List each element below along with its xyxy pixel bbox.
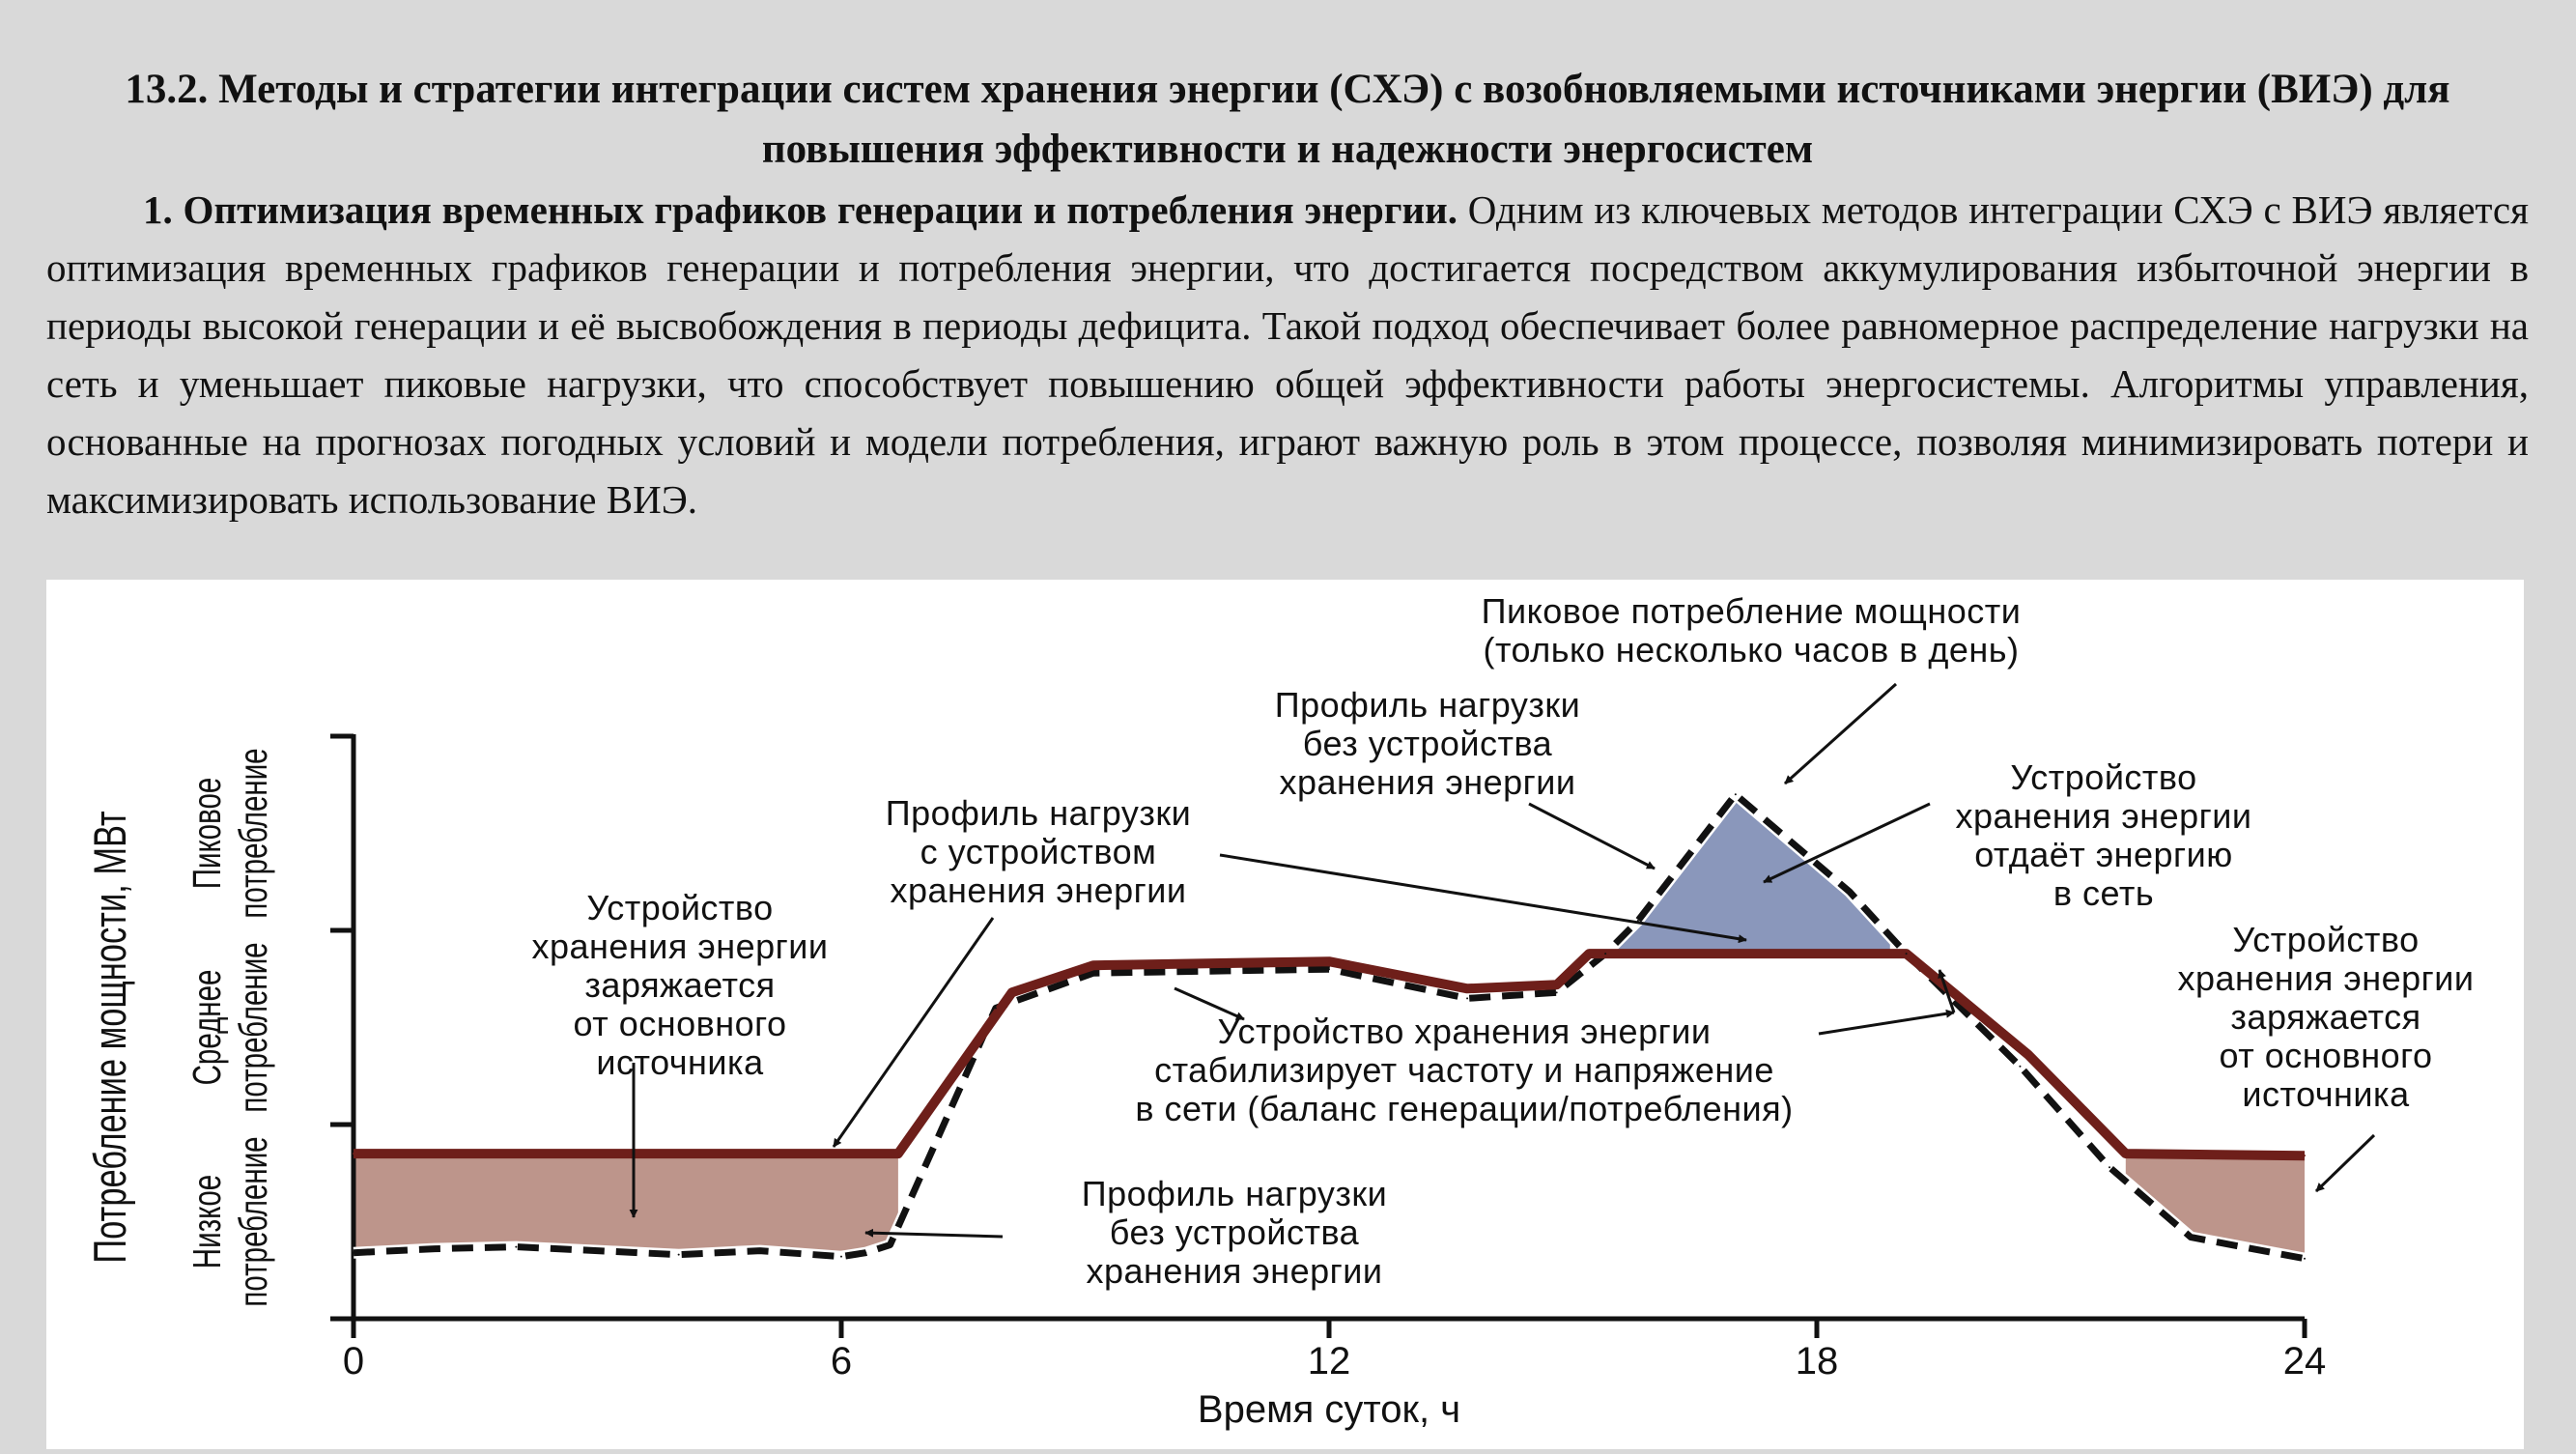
with-storage-point	[1466, 987, 1469, 990]
x-tick-label: 6	[831, 1340, 852, 1383]
without-storage-point	[864, 1251, 867, 1254]
x-tick-label: 18	[1796, 1340, 1839, 1383]
y-axis-label: Потребление мощности, МВт	[85, 811, 135, 1263]
series-layer	[353, 788, 2307, 1265]
figure-panel: 0 6 12 18 24 Время суток, ч Потребление мощнос…	[46, 580, 2524, 1449]
annotation-with-storage: с устройством	[920, 832, 1157, 871]
annotation-charge-left: заряжается	[584, 965, 775, 1005]
annotation-charge-right: хранения энергии	[2177, 958, 2474, 998]
without-storage-point	[1555, 991, 1558, 994]
with-storage-arrow	[1219, 853, 1747, 944]
without-storage-point	[434, 1247, 437, 1250]
with-storage-point	[353, 1153, 354, 1155]
section-heading: 13.2. Методы и стратегии интеграции сист…	[125, 67, 2450, 172]
x-tick-label: 24	[2283, 1340, 2327, 1383]
discharge-arrow	[1763, 802, 1931, 884]
arrows-layer	[629, 682, 2376, 1239]
with-storage-point	[1091, 964, 1094, 967]
annotation-no-storage-top: без устройства	[1303, 724, 1553, 763]
with-storage-point	[2304, 1155, 2306, 1157]
annotation-peak-demand: Пиковое потребление мощности	[1482, 591, 2022, 631]
without-storage-point	[1466, 997, 1469, 1000]
without-storage-point	[2019, 1065, 2022, 1068]
annotation-charge-right: от основного	[2219, 1036, 2432, 1075]
without-storage-point	[1091, 972, 1094, 975]
annotation-no-storage-bottom: Профиль нагрузки	[1082, 1174, 1387, 1213]
no-storage-bottom-arrow	[864, 1228, 1004, 1239]
charge-area-1	[2125, 1154, 2305, 1259]
annotation-discharge: отдаёт энергию	[1974, 835, 2233, 874]
y-category-label: Пиковое	[186, 778, 230, 890]
annotation-charge-right: источника	[2242, 1074, 2410, 1114]
with-storage-point	[1328, 960, 1330, 963]
annotation-discharge: Устройство	[2010, 757, 2196, 797]
charge-area-0	[354, 1154, 898, 1257]
no-storage-top-arrow	[1528, 802, 1656, 870]
without-storage-point	[889, 1243, 892, 1246]
without-storage-point	[353, 1251, 354, 1254]
annotation-no-storage-top: Профиль нагрузки	[1275, 685, 1580, 725]
without-storage-point	[994, 1007, 997, 1010]
annotation-peak-demand: (только несколько часов в день)	[1483, 630, 2019, 670]
annotation-discharge: в сеть	[2053, 873, 2154, 913]
without-storage-point	[2109, 1166, 2110, 1169]
paragraph-lead: 1. Оптимизация временных графиков генера…	[143, 187, 1458, 232]
without-storage-point	[1734, 793, 1737, 796]
y-category-label: потребление	[233, 1136, 276, 1306]
without-storage-point	[1328, 968, 1330, 971]
annotation-no-storage-top: хранения энергии	[1279, 762, 1575, 802]
body-paragraph: 1. Оптимизация временных графиков генера…	[46, 181, 2529, 528]
without-storage-point	[2190, 1236, 2193, 1239]
annotation-stabilize: Устройство хранения энергии	[1218, 1012, 1712, 1051]
annotation-with-storage: Профиль нагрузки	[886, 793, 1191, 833]
labels-layer: Пиковое потребление мощности(только неск…	[531, 591, 2474, 1291]
y-category-label: потребление	[233, 942, 276, 1112]
annotation-charge-left: хранения энергии	[531, 927, 828, 966]
with-storage-point	[1010, 991, 1013, 994]
y-category-label: Низкое	[186, 1175, 230, 1269]
annotation-charge-right: заряжается	[2230, 997, 2420, 1037]
with-storage-lower-arrow	[832, 917, 995, 1148]
without-storage-point	[1848, 890, 1851, 893]
annotation-stabilize: в сети (баланс генерации/потребления)	[1135, 1089, 1793, 1128]
load-profile-chart: 0 6 12 18 24 Время суток, ч Потребление мощнос…	[85, 591, 2474, 1431]
without-storage-point	[1905, 953, 1908, 955]
without-storage-point	[840, 1255, 842, 1258]
annotation-charge-left: от основного	[573, 1004, 786, 1043]
annotation-stabilize: стабилизирует частоту и напряжение	[1154, 1050, 1774, 1090]
annotation-no-storage-bottom: хранения энергии	[1086, 1251, 1382, 1291]
with-storage-point	[1555, 984, 1558, 986]
stabilize-left-arrow	[1174, 986, 1245, 1021]
peak-demand-arrow	[1783, 682, 1898, 785]
axes-layer: 0 6 12 18 24 Время суток, ч Потребление мощнос…	[85, 733, 2327, 1431]
without-storage-point	[677, 1253, 680, 1256]
with-storage-point	[1588, 953, 1591, 955]
without-storage-point	[2304, 1257, 2306, 1260]
with-storage-point	[2124, 1153, 2127, 1155]
discharge-area-2	[1613, 795, 1890, 955]
without-storage-point	[758, 1249, 761, 1252]
y-category-label: Среднее	[186, 970, 230, 1086]
paragraph-text: Одним из ключевых методов интеграции СХЭ…	[46, 187, 2529, 522]
stabilize-right-arrow	[1818, 1009, 1955, 1036]
stabilize-corner-arrow	[1938, 969, 1956, 1013]
x-tick-label: 0	[343, 1340, 364, 1383]
annotation-no-storage-bottom: без устройства	[1110, 1212, 1360, 1252]
with-storage-point	[2026, 1053, 2029, 1056]
x-axis-label: Время суток, ч	[1198, 1388, 1460, 1431]
without-storage-point	[1604, 953, 1607, 955]
without-storage-point	[515, 1245, 518, 1248]
x-tick-label: 12	[1308, 1340, 1351, 1383]
fills-layer	[354, 795, 2305, 1259]
annotation-with-storage: хранения энергии	[890, 870, 1186, 910]
annotation-discharge: хранения энергии	[1955, 796, 2251, 836]
annotation-charge-left: источника	[596, 1042, 764, 1082]
charge-right-arrow	[2314, 1133, 2376, 1193]
annotation-charge-left: Устройство	[586, 888, 773, 927]
y-category-label: потребление	[233, 748, 276, 918]
annotation-charge-right: Устройство	[2232, 920, 2419, 959]
without-storage-point	[596, 1249, 599, 1252]
series-with-storage	[354, 949, 2306, 1161]
with-storage-point	[896, 1153, 899, 1155]
